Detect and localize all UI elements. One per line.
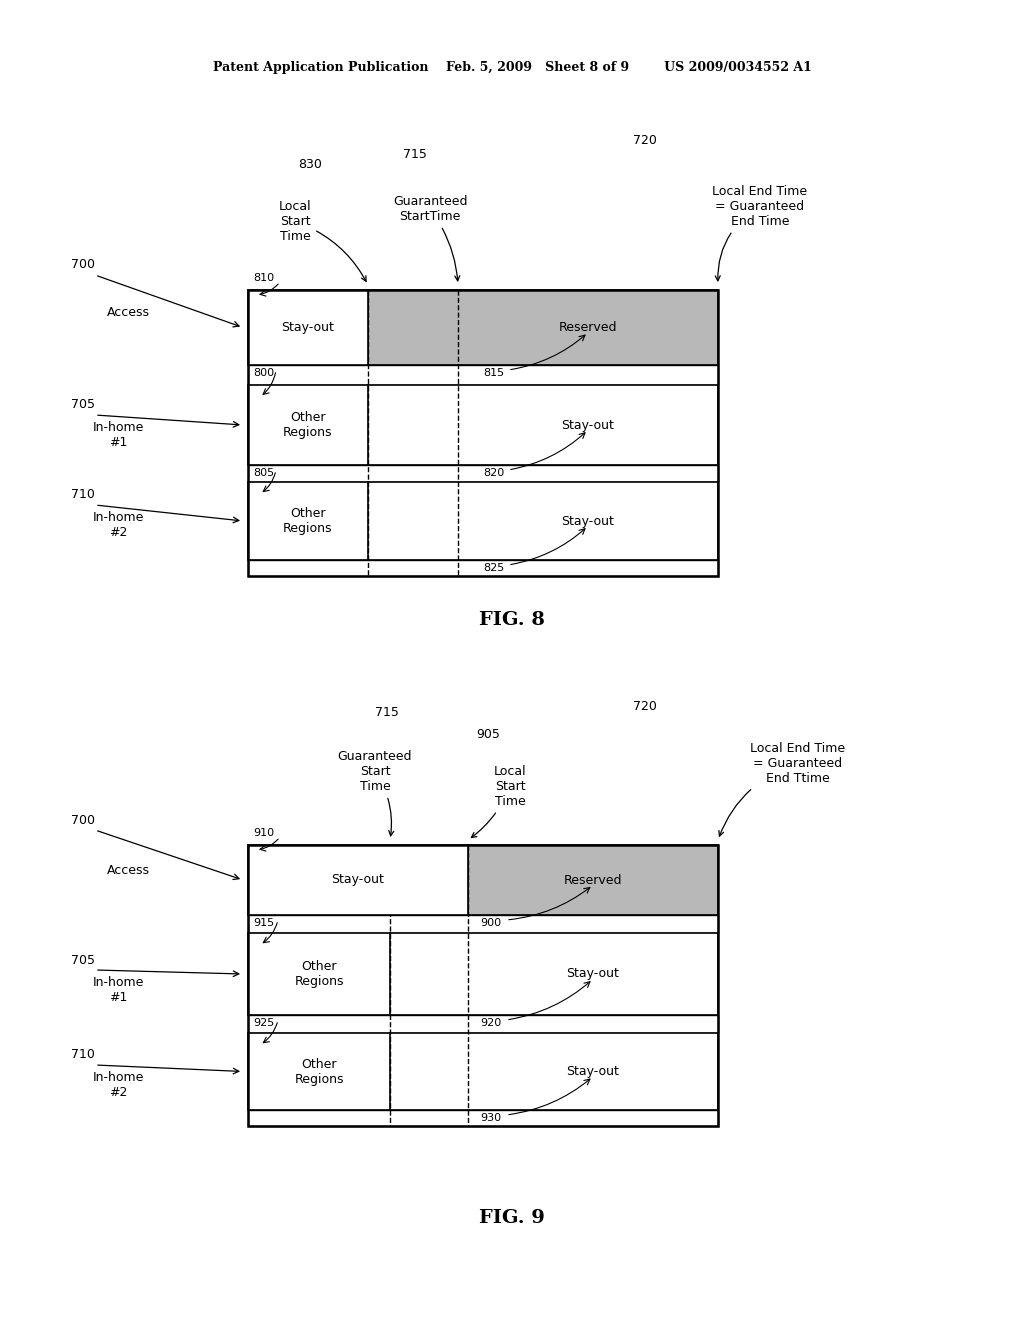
Text: Other
Regions: Other Regions bbox=[284, 507, 333, 535]
Text: In-home
#1: In-home #1 bbox=[92, 421, 143, 449]
Bar bbox=[248, 1110, 718, 1126]
Bar bbox=[248, 933, 718, 1015]
Text: 810: 810 bbox=[253, 273, 274, 282]
Bar bbox=[248, 845, 468, 915]
Text: 720: 720 bbox=[633, 133, 657, 147]
Text: 715: 715 bbox=[403, 149, 427, 161]
Text: 800: 800 bbox=[253, 368, 274, 378]
Text: 830: 830 bbox=[298, 158, 322, 172]
Text: Access: Access bbox=[106, 863, 150, 876]
Text: 930: 930 bbox=[480, 1113, 501, 1123]
Text: 705: 705 bbox=[71, 399, 95, 412]
Text: 710: 710 bbox=[71, 488, 95, 502]
Text: 820: 820 bbox=[483, 469, 504, 478]
Text: Local
Start
Time: Local Start Time bbox=[471, 766, 526, 838]
Text: Patent Application Publication    Feb. 5, 2009   Sheet 8 of 9        US 2009/003: Patent Application Publication Feb. 5, 2… bbox=[213, 62, 811, 74]
Text: Local End Time
= Guaranteed
End Ttime: Local End Time = Guaranteed End Ttime bbox=[719, 742, 846, 836]
Text: 700: 700 bbox=[71, 259, 95, 272]
Text: 815: 815 bbox=[483, 368, 504, 378]
Text: 705: 705 bbox=[71, 953, 95, 966]
Bar bbox=[368, 290, 718, 366]
Text: Stay-out: Stay-out bbox=[566, 1065, 620, 1078]
Text: FIG. 9: FIG. 9 bbox=[479, 1209, 545, 1228]
Bar bbox=[248, 915, 718, 933]
Text: Guaranteed
Start
Time: Guaranteed Start Time bbox=[338, 750, 413, 836]
Text: 700: 700 bbox=[71, 813, 95, 826]
Text: FIG. 8: FIG. 8 bbox=[479, 611, 545, 630]
Text: Stay-out: Stay-out bbox=[282, 321, 335, 334]
Bar bbox=[248, 366, 718, 385]
Text: Access: Access bbox=[106, 305, 150, 318]
Text: Local
Start
Time: Local Start Time bbox=[279, 201, 366, 281]
Bar bbox=[248, 290, 718, 576]
Text: 920: 920 bbox=[480, 1018, 502, 1028]
Text: 710: 710 bbox=[71, 1048, 95, 1061]
Text: Stay-out: Stay-out bbox=[561, 515, 614, 528]
Text: Stay-out: Stay-out bbox=[332, 874, 384, 887]
Bar bbox=[248, 560, 718, 576]
Text: 915: 915 bbox=[253, 917, 274, 928]
Text: 825: 825 bbox=[483, 564, 504, 573]
Text: 905: 905 bbox=[476, 729, 500, 742]
Text: Other
Regions: Other Regions bbox=[294, 1057, 344, 1085]
Text: 925: 925 bbox=[253, 1018, 274, 1028]
Bar bbox=[248, 845, 718, 1126]
Text: Reserved: Reserved bbox=[564, 874, 623, 887]
Bar bbox=[248, 482, 718, 560]
Text: Guaranteed
StartTime: Guaranteed StartTime bbox=[393, 195, 467, 281]
Text: In-home
#2: In-home #2 bbox=[92, 1071, 143, 1100]
Text: Other
Regions: Other Regions bbox=[284, 411, 333, 440]
Text: 900: 900 bbox=[480, 917, 501, 928]
Text: 910: 910 bbox=[253, 828, 274, 838]
Text: Other
Regions: Other Regions bbox=[294, 960, 344, 987]
Text: Stay-out: Stay-out bbox=[561, 418, 614, 432]
Bar bbox=[248, 290, 368, 366]
Bar bbox=[248, 1015, 718, 1034]
Text: Local End Time
= Guaranteed
End Time: Local End Time = Guaranteed End Time bbox=[713, 185, 808, 281]
Text: In-home
#2: In-home #2 bbox=[92, 511, 143, 539]
Text: 715: 715 bbox=[375, 705, 399, 718]
Text: 720: 720 bbox=[633, 700, 657, 713]
Text: Stay-out: Stay-out bbox=[566, 968, 620, 981]
Bar bbox=[248, 385, 718, 465]
Text: 805: 805 bbox=[253, 469, 274, 478]
Bar bbox=[248, 465, 718, 482]
Text: Reserved: Reserved bbox=[559, 321, 617, 334]
Bar bbox=[248, 1034, 718, 1110]
Text: In-home
#1: In-home #1 bbox=[92, 975, 143, 1005]
Bar bbox=[468, 845, 718, 915]
